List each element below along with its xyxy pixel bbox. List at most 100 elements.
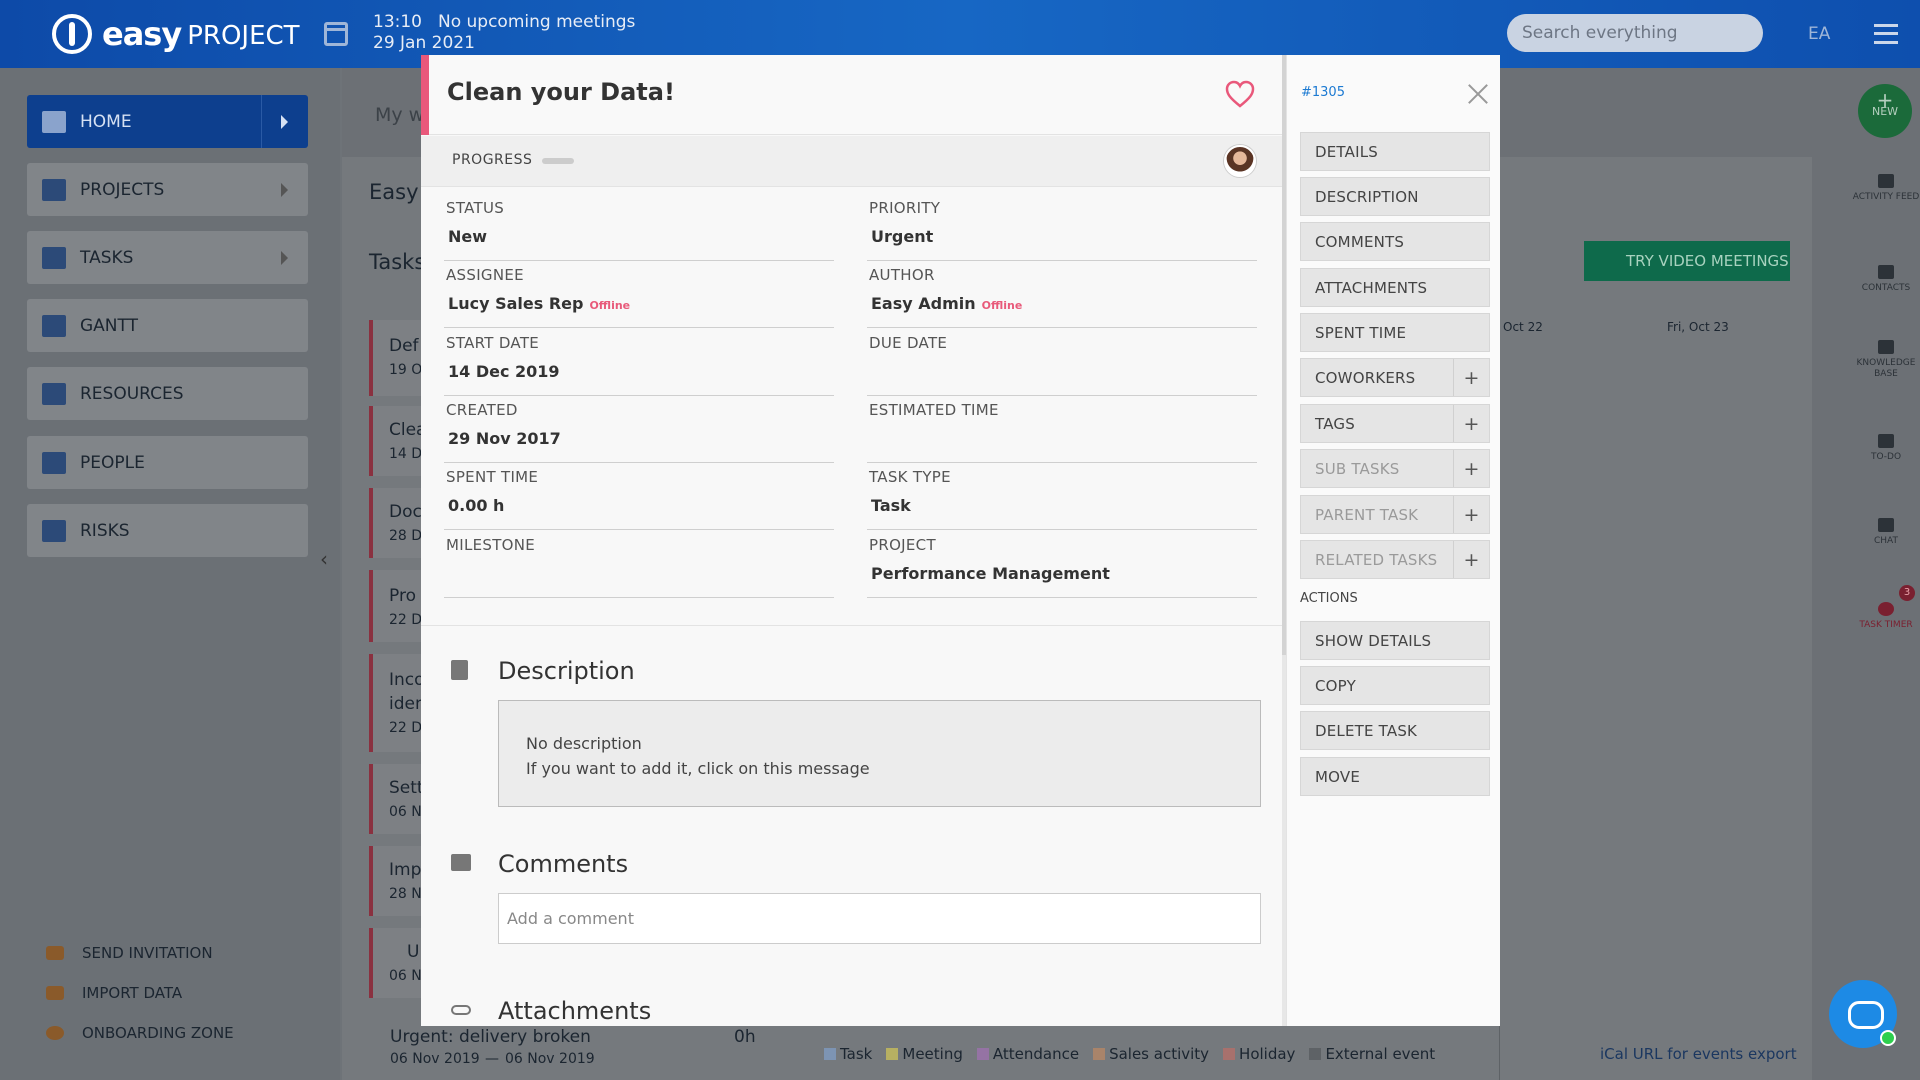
knowledge-base-link[interactable]: KNOWLEDGE BASE (1850, 340, 1920, 380)
related-tasks-button[interactable]: RELATED TASKS + (1300, 540, 1490, 579)
comment-input[interactable]: Add a comment (498, 893, 1261, 944)
add-subtask-button[interactable]: + (1453, 450, 1489, 487)
assignee-field[interactable]: ASSIGNEE Lucy Sales Rep Offline (444, 266, 834, 328)
chat-link[interactable]: CHAT (1850, 518, 1920, 547)
task-title[interactable]: Urgent: delivery broken (390, 1027, 591, 1047)
sidebar-item-projects[interactable]: PROJECTS (27, 163, 308, 216)
sidebar-item-gantt[interactable]: GANTT (27, 299, 308, 352)
list-item[interactable]: Inco iden 22 D (369, 654, 429, 752)
task-fields: STATUS New PRIORITY Urgent ASSIGNEE Lucy Sa… (421, 187, 1283, 625)
task-id-link[interactable]: #1305 (1301, 85, 1345, 100)
user-avatar[interactable]: EA (1808, 24, 1831, 44)
progress-track[interactable] (542, 158, 574, 164)
sidebar-item-people[interactable]: PEOPLE (27, 436, 308, 489)
coworkers-button[interactable]: COWORKERS + (1300, 358, 1490, 397)
start-date-field[interactable]: START DATE 14 Dec 2019 (444, 334, 834, 396)
app-logo[interactable]: easy PROJECT (52, 14, 300, 54)
task-timer-link[interactable]: TASK TIMER (1850, 602, 1920, 631)
status-field[interactable]: STATUS New (444, 199, 834, 261)
spent-time-field[interactable]: SPENT TIME 0.00 h (444, 468, 834, 530)
modal-scrollbar[interactable] (1282, 55, 1286, 1026)
task-end-date: 06 Nov 2019 (505, 1051, 595, 1067)
priority-field[interactable]: PRIORITY Urgent (867, 199, 1257, 261)
list-item[interactable]: U 06 N (369, 928, 429, 998)
created-field: CREATED 29 Nov 2017 (444, 401, 834, 463)
activity-feed-link[interactable]: ACTIVITY FEED (1850, 174, 1920, 203)
gantt-icon (42, 314, 66, 337)
list-item[interactable]: Def 19 O (369, 320, 429, 396)
import-data-link[interactable]: IMPORT DATA (46, 984, 182, 1002)
sidebar-item-home[interactable]: HOME (27, 95, 308, 148)
resources-icon (42, 382, 66, 405)
description-button[interactable]: DESCRIPTION (1300, 177, 1490, 216)
progress-label: PROGRESS (452, 152, 533, 168)
attachments-button[interactable]: ATTACHMENTS (1300, 268, 1490, 307)
search-input[interactable]: Search everything (1507, 14, 1763, 52)
tasks-icon (42, 246, 66, 269)
list-item[interactable]: Clea 14 D (369, 406, 429, 476)
contact-icon (1878, 265, 1894, 279)
upcoming-meetings: No upcoming meetings (438, 12, 636, 32)
ical-link[interactable]: iCal URL for events export (1600, 1045, 1797, 1063)
todo-link[interactable]: TO-DO (1850, 434, 1920, 463)
parent-task-button[interactable]: PARENT TASK + (1300, 495, 1490, 534)
add-parent-task-button[interactable]: + (1453, 496, 1489, 533)
author-field[interactable]: AUTHOR Easy Admin Offline (867, 266, 1257, 328)
try-video-meetings-button[interactable]: TRY VIDEO MEETINGS (1584, 241, 1790, 281)
list-item[interactable]: Sett 06 N (369, 764, 429, 834)
priority-stripe (421, 55, 429, 135)
move-button[interactable]: MOVE (1300, 757, 1490, 796)
add-related-task-button[interactable]: + (1453, 541, 1489, 578)
logo-icon (52, 14, 92, 54)
onboarding-zone-link[interactable]: ONBOARDING ZONE (46, 1024, 234, 1042)
actions-heading: ACTIONS (1300, 591, 1358, 606)
task-title[interactable]: Clean your Data! (447, 78, 675, 106)
paperclip-icon (451, 1005, 471, 1015)
list-item[interactable]: Imp 28 N (369, 846, 429, 916)
menu-icon[interactable] (1874, 24, 1898, 44)
sidebar-item-resources[interactable]: RESOURCES (27, 367, 308, 420)
add-tag-button[interactable]: + (1453, 405, 1489, 442)
bulb-icon (1878, 340, 1894, 354)
sidebar-item-risks[interactable]: RISKS (27, 504, 308, 557)
sidebar-item-tasks[interactable]: TASKS (27, 231, 308, 284)
close-icon[interactable] (1467, 83, 1489, 105)
tasks-heading: Tasks (369, 250, 426, 274)
chevron-right-icon[interactable] (281, 114, 288, 129)
delete-task-button[interactable]: DELETE TASK (1300, 711, 1490, 750)
checkbox-icon (1878, 434, 1894, 448)
breadcrumb[interactable]: My w (375, 104, 425, 126)
collapse-sidebar-icon[interactable]: ‹ (320, 547, 328, 571)
new-button[interactable]: + NEW (1858, 84, 1912, 138)
task-sections (421, 625, 1283, 1026)
list-item[interactable]: Pro 22 D (369, 570, 429, 642)
add-coworker-button[interactable]: + (1453, 359, 1489, 396)
presence-badge: Offline (589, 299, 631, 312)
chevron-right-icon[interactable] (281, 250, 288, 265)
project-field[interactable]: PROJECT Performance Management (867, 536, 1257, 598)
details-button[interactable]: DETAILS (1300, 132, 1490, 171)
calendar-column-header: Fri, Oct 23 (1667, 320, 1729, 334)
description-box[interactable]: No description If you want to add it, cl… (498, 700, 1261, 807)
task-side-panel: #1305 DETAILS DESCRIPTION COMMENTS ATTAC… (1286, 55, 1500, 1026)
show-details-button[interactable]: SHOW DETAILS (1300, 621, 1490, 660)
send-invitation-link[interactable]: SEND INVITATION (46, 944, 213, 962)
estimated-time-field[interactable]: ESTIMATED TIME (867, 401, 1257, 463)
contacts-link[interactable]: CONTACTS (1850, 265, 1920, 294)
progress-bar: PROGRESS (421, 136, 1283, 187)
list-item[interactable]: Doc 28 D (369, 488, 429, 558)
assignee-avatar[interactable] (1224, 145, 1256, 177)
chevron-right-icon[interactable] (281, 182, 288, 197)
milestone-field[interactable]: MILESTONE (444, 536, 834, 598)
calendar-icon[interactable] (324, 22, 348, 46)
meeting-info[interactable]: 13:10 No upcoming meetings 29 Jan 2021 (373, 12, 635, 54)
sub-tasks-button[interactable]: SUB TASKS + (1300, 449, 1490, 488)
current-time: 13:10 (373, 12, 422, 32)
favorite-heart-icon[interactable] (1225, 80, 1255, 108)
tags-button[interactable]: TAGS + (1300, 404, 1490, 443)
spent-time-button[interactable]: SPENT TIME (1300, 313, 1490, 352)
copy-button[interactable]: COPY (1300, 666, 1490, 705)
task-type-field[interactable]: TASK TYPE Task (867, 468, 1257, 530)
comments-button[interactable]: COMMENTS (1300, 222, 1490, 261)
due-date-field[interactable]: DUE DATE (867, 334, 1257, 396)
